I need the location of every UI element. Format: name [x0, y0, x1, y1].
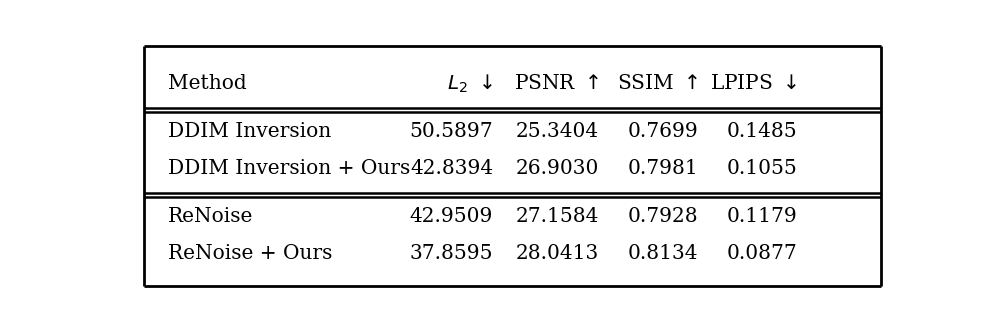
- Text: 42.8394: 42.8394: [410, 159, 493, 178]
- Text: 0.1179: 0.1179: [727, 207, 798, 226]
- Text: 0.7928: 0.7928: [628, 207, 698, 226]
- Text: LPIPS $\downarrow$: LPIPS $\downarrow$: [710, 74, 798, 93]
- Text: 0.7981: 0.7981: [628, 159, 698, 178]
- Text: 28.0413: 28.0413: [516, 244, 599, 263]
- Text: 37.8595: 37.8595: [410, 244, 493, 263]
- Text: 0.8134: 0.8134: [628, 244, 698, 263]
- Text: Method: Method: [168, 74, 246, 93]
- Text: 0.0877: 0.0877: [727, 244, 798, 263]
- Text: 42.9509: 42.9509: [410, 207, 493, 226]
- Text: ReNoise + Ours: ReNoise + Ours: [168, 244, 332, 263]
- Text: PSNR $\uparrow$: PSNR $\uparrow$: [514, 74, 599, 93]
- Text: 0.1055: 0.1055: [727, 159, 798, 178]
- Text: 0.7699: 0.7699: [628, 122, 698, 141]
- Text: 50.5897: 50.5897: [410, 122, 493, 141]
- Text: ReNoise: ReNoise: [168, 207, 253, 226]
- Text: SSIM $\uparrow$: SSIM $\uparrow$: [617, 74, 698, 93]
- Text: $L_2$ $\downarrow$: $L_2$ $\downarrow$: [447, 73, 493, 95]
- Text: 26.9030: 26.9030: [516, 159, 599, 178]
- Text: DDIM Inversion: DDIM Inversion: [168, 122, 331, 141]
- Text: 0.1485: 0.1485: [727, 122, 798, 141]
- Text: 25.3404: 25.3404: [516, 122, 599, 141]
- Text: DDIM Inversion + Ours: DDIM Inversion + Ours: [168, 159, 410, 178]
- Text: 27.1584: 27.1584: [516, 207, 599, 226]
